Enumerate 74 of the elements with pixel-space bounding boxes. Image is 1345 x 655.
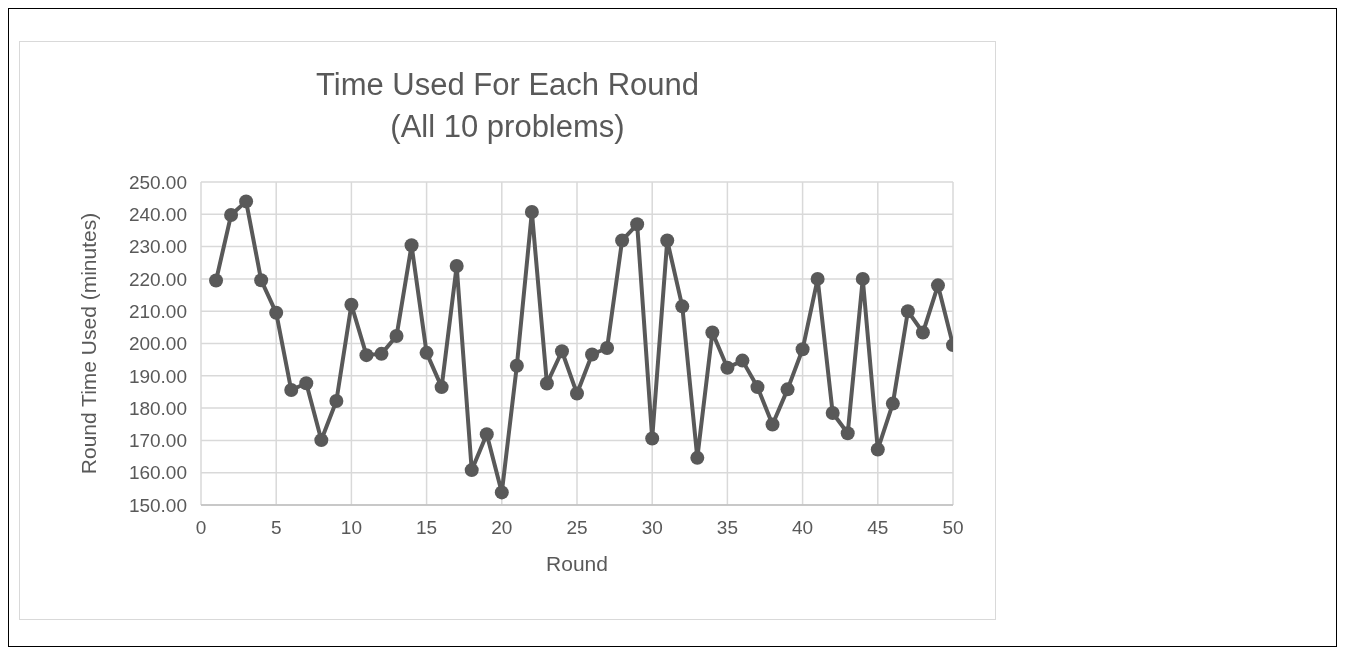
point <box>840 426 855 441</box>
point <box>434 380 449 395</box>
x-tick-label: 40 <box>792 517 814 539</box>
x-tick-label: 5 <box>270 517 282 539</box>
y-tick-label: 170.00 <box>128 430 187 452</box>
y-tick-label: 250.00 <box>128 171 187 193</box>
point <box>419 345 434 360</box>
y-axis-title: Round Time Used (minutes) <box>77 212 101 475</box>
x-tick-label: 10 <box>340 517 362 539</box>
point <box>615 233 630 248</box>
point <box>600 341 615 356</box>
point <box>359 348 374 363</box>
point <box>810 271 825 286</box>
point <box>660 233 675 248</box>
point <box>870 442 885 457</box>
point <box>509 358 524 373</box>
y-tick-label: 220.00 <box>128 268 187 290</box>
x-tick-label: 45 <box>867 517 889 539</box>
point <box>554 344 569 359</box>
y-tick-label: 230.00 <box>128 236 187 258</box>
x-tick-label: 20 <box>491 517 513 539</box>
point <box>645 431 660 446</box>
point <box>750 380 765 395</box>
y-tick-label: 210.00 <box>128 300 187 322</box>
point <box>539 376 554 391</box>
point <box>720 360 735 375</box>
y-tick-label: 180.00 <box>128 397 187 419</box>
point <box>570 386 584 401</box>
point <box>585 347 600 362</box>
point <box>795 342 810 357</box>
point <box>675 299 690 314</box>
point <box>855 271 870 286</box>
y-tick-label: 160.00 <box>128 462 187 484</box>
point <box>464 463 479 478</box>
y-tick-label: 190.00 <box>128 365 187 387</box>
x-axis-title: Round <box>546 552 608 575</box>
x-tick-label: 25 <box>566 517 588 539</box>
point <box>344 297 359 312</box>
point <box>735 353 750 368</box>
point <box>284 383 299 398</box>
point <box>389 329 404 344</box>
point <box>374 346 389 361</box>
x-tick-label: 15 <box>416 517 438 539</box>
point <box>524 205 539 220</box>
x-tick-label: 50 <box>942 517 964 539</box>
point <box>494 485 509 500</box>
x-tick-label: 35 <box>716 517 738 539</box>
point <box>449 258 464 273</box>
point <box>930 278 945 293</box>
point <box>404 238 419 253</box>
y-tick-label: 150.00 <box>128 494 187 516</box>
point <box>900 304 915 319</box>
point <box>705 325 720 340</box>
point <box>299 376 314 391</box>
point <box>885 396 900 411</box>
point <box>209 273 224 288</box>
point <box>329 393 344 408</box>
point <box>314 433 329 448</box>
chart-title: Time Used For Each Round (All 10 problems) <box>314 66 701 146</box>
point <box>479 427 494 442</box>
point <box>915 325 930 340</box>
x-tick-label: 0 <box>195 517 207 539</box>
point <box>269 305 284 320</box>
point <box>239 194 254 209</box>
point <box>254 273 269 288</box>
x-tick-label: 30 <box>641 517 663 539</box>
point <box>780 382 795 397</box>
point <box>690 450 705 465</box>
point <box>630 217 645 232</box>
y-tick-label: 200.00 <box>128 333 187 355</box>
point <box>224 207 239 222</box>
y-tick-label: 240.00 <box>128 204 187 226</box>
point <box>825 405 840 420</box>
point <box>765 417 780 432</box>
